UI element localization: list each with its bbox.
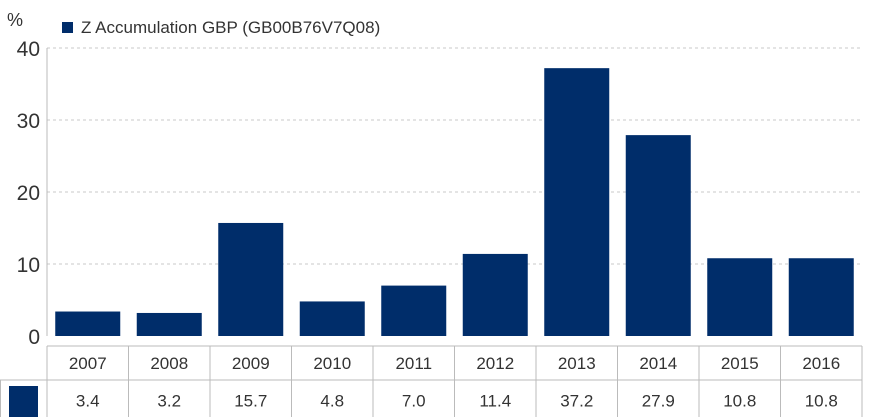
bar-2012 — [462, 253, 528, 336]
x-tick-2014: 2014 — [639, 354, 677, 373]
value-label-2008: 3.2 — [157, 392, 181, 411]
value-label-2015: 10.8 — [723, 392, 756, 411]
value-label-2016: 10.8 — [805, 392, 838, 411]
y-tick-30: 30 — [17, 110, 40, 133]
y-unit-label: % — [7, 10, 23, 30]
x-tick-2013: 2013 — [558, 354, 596, 373]
x-tick-2010: 2010 — [313, 354, 351, 373]
bar-2016 — [788, 258, 854, 336]
x-tick-2007: 2007 — [69, 354, 107, 373]
value-label-2014: 27.9 — [642, 392, 675, 411]
bar-2008 — [136, 312, 202, 336]
bar-2013 — [544, 68, 610, 336]
y-tick-10: 10 — [17, 254, 40, 277]
bar-2009 — [218, 222, 284, 336]
bars — [55, 68, 854, 336]
y-tick-labels: 0 10 20 30 40 — [17, 38, 40, 349]
x-tick-2009: 2009 — [232, 354, 270, 373]
bar-2010 — [299, 301, 365, 336]
legend-swatch — [62, 22, 73, 33]
bar-2007 — [55, 311, 121, 336]
x-tick-2008: 2008 — [150, 354, 188, 373]
bar-2014 — [625, 135, 691, 336]
x-tick-2012: 2012 — [476, 354, 514, 373]
y-tick-20: 20 — [17, 182, 40, 205]
value-label-2012: 11.4 — [479, 392, 511, 411]
bar-2011 — [381, 285, 447, 336]
y-tick-40: 40 — [17, 38, 40, 61]
bar-2015 — [707, 258, 773, 336]
value-label-2011: 7.0 — [402, 392, 426, 411]
x-tick-2016: 2016 — [802, 354, 840, 373]
value-label-2009: 15.7 — [234, 392, 267, 411]
x-tick-2011: 2011 — [395, 354, 432, 373]
value-label-2010: 4.8 — [320, 392, 344, 411]
value-label-2007: 3.4 — [76, 392, 100, 411]
y-tick-0: 0 — [28, 326, 40, 349]
data-table: 2007 3.4 2008 3.2 2009 15.7 2010 4.8 2011 7.0 2012… — [0, 345, 863, 417]
x-tick-2015: 2015 — [721, 354, 759, 373]
legend-label: Z Accumulation GBP (GB00B76V7Q08) — [81, 18, 380, 37]
table-series-swatch — [9, 386, 38, 417]
value-label-2013: 37.2 — [560, 392, 593, 411]
